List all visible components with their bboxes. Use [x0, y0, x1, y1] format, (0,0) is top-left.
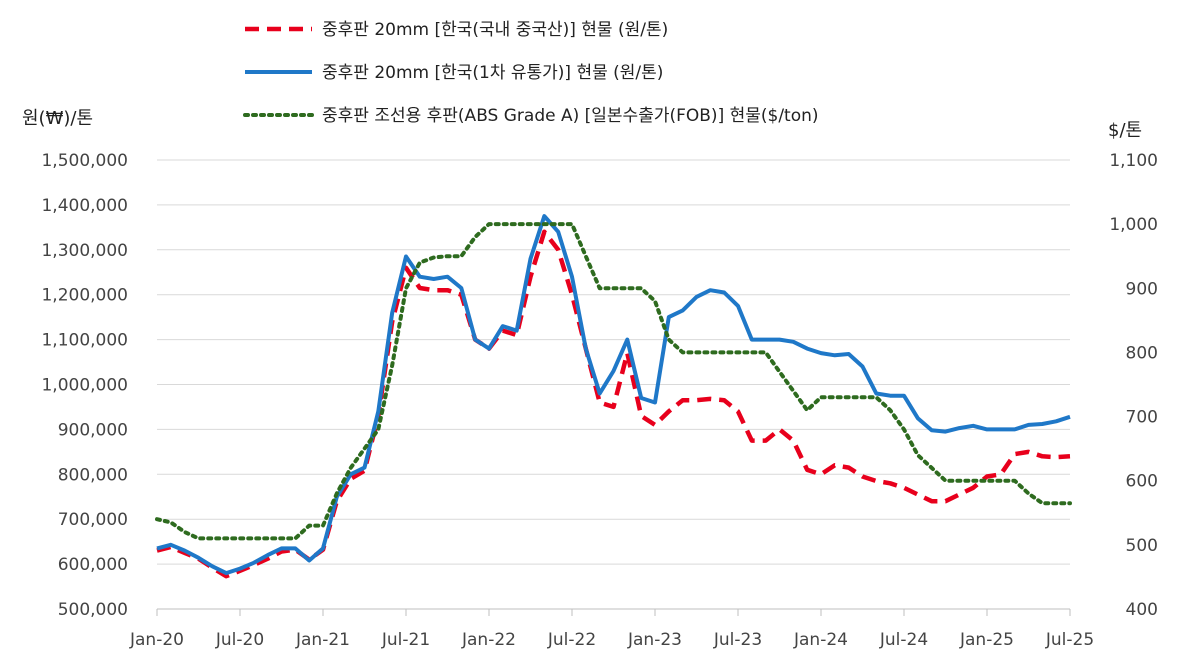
right-axis-ticks: 400 500 600 700 800 900 1,000 1,100: [1109, 151, 1158, 620]
x-tick-label: Jan-20: [129, 630, 184, 650]
left-tick-label: 1,000,000: [41, 376, 128, 396]
x-tick-label: Jul-21: [381, 630, 430, 650]
right-tick-label: 1,100: [1109, 151, 1158, 171]
right-tick-label: 800: [1126, 343, 1158, 363]
x-tick-label: Jul-24: [879, 630, 928, 650]
right-axis-title: $/톤: [1108, 120, 1142, 141]
left-axis-title: 원(₩)/톤: [22, 108, 93, 129]
legend-label-1: 중후판 20mm [한국(국내 중국산)] 현물 (원/톤): [322, 20, 668, 40]
right-tick-label: 1,000: [1109, 215, 1158, 235]
right-tick-label: 900: [1126, 279, 1158, 299]
left-tick-label: 700,000: [58, 510, 128, 530]
gridlines: [157, 159, 1070, 565]
right-tick-label: 400: [1126, 600, 1158, 620]
x-tick-label: Jan-24: [793, 630, 848, 650]
right-tick-label: 700: [1126, 408, 1158, 428]
left-tick-label: 600,000: [58, 555, 128, 575]
x-tick-label: Jan-22: [461, 630, 516, 650]
x-tick-label: Jan-25: [959, 630, 1014, 650]
x-tick-label: Jan-21: [295, 630, 350, 650]
series-line-2: [156, 214, 1071, 576]
x-tick-label: Jul-25: [1045, 630, 1094, 650]
left-tick-label: 800,000: [58, 465, 128, 485]
left-tick-label: 1,300,000: [41, 241, 128, 261]
left-tick-label: 1,500,000: [41, 151, 128, 171]
left-axis-ticks: 500,000 600,000 700,000 800,000 900,000 1,000…: [41, 151, 128, 620]
x-tick-label: Jul-20: [215, 630, 264, 650]
series-line-3: [155, 222, 1072, 541]
x-tick-label: Jul-23: [713, 630, 762, 650]
left-tick-label: 500,000: [58, 600, 128, 620]
x-tick-label: Jul-22: [547, 630, 596, 650]
left-tick-label: 1,200,000: [41, 286, 128, 306]
legend: 중후판 20mm [한국(국내 중국산)] 현물 (원/톤) 중후판 20mm […: [243, 20, 819, 126]
left-tick-label: 900,000: [58, 420, 128, 440]
left-tick-label: 1,400,000: [41, 196, 128, 216]
x-axis-ticks: Jan-20 Jul-20 Jan-21 Jul-21 Jan-22 Jul-22 Jan-…: [129, 609, 1094, 650]
legend-label-3: 중후판 조선용 후판(ABS Grade A) [일본수출가(FOB)] 현물(…: [322, 106, 819, 126]
left-tick-label: 1,100,000: [41, 331, 128, 351]
right-tick-label: 500: [1126, 536, 1158, 556]
series-line-1: [156, 229, 1071, 579]
x-tick-label: Jan-23: [627, 630, 682, 650]
legend-label-2: 중후판 20mm [한국(1차 유통가)] 현물 (원/톤): [322, 63, 663, 83]
series-lines: [155, 214, 1072, 579]
right-tick-label: 600: [1126, 472, 1158, 492]
